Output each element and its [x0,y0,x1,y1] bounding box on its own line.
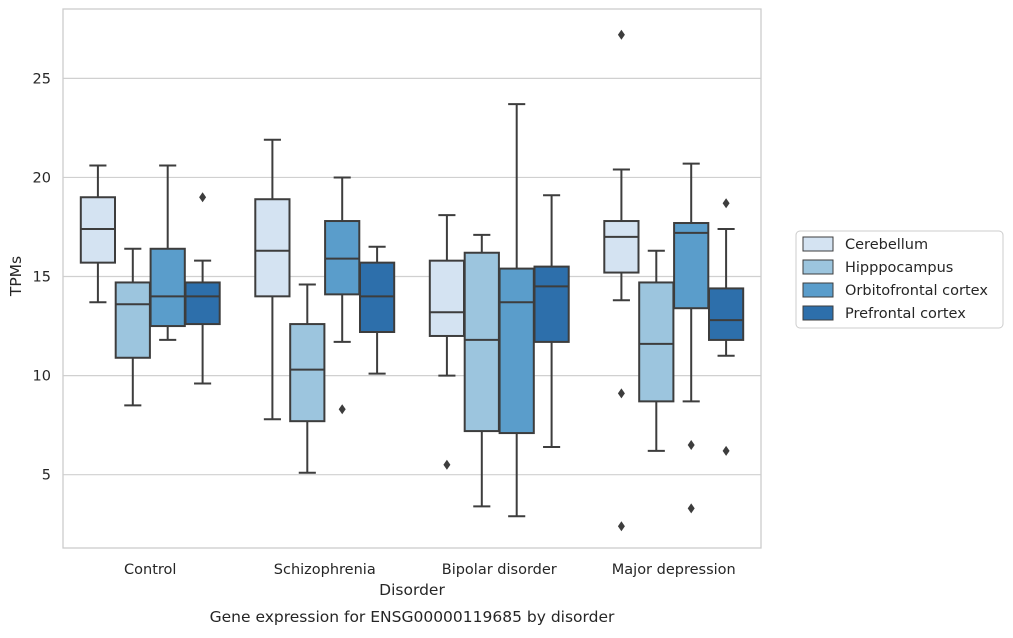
plot-frame [62,8,762,549]
box-iqr [428,259,466,337]
box-group [673,162,710,514]
outlier-point [617,521,625,532]
legend-label: Cerebellum [845,237,928,253]
legend-swatch [802,282,834,298]
legend-swatch [802,305,834,321]
legend-label: Orbitofrontal cortex [845,283,988,299]
box-group [324,176,361,415]
box-group [358,245,396,375]
box-group [603,29,640,532]
x-axis-label: Disorder [379,581,445,599]
outlier-point [722,445,730,456]
box-series [79,29,745,532]
legend-label: Hipppocampus [845,260,953,276]
y-axis-label: TPMs [7,256,25,297]
outlier-point [617,29,625,40]
y-tick-label: 10 [33,369,51,385]
box-group [498,103,535,518]
x-tick-label: Schizophrenia [274,562,376,578]
x-tick-label: Control [124,562,176,578]
box-iqr [707,287,745,341]
legend-swatch [802,236,834,252]
outlier-point [338,404,346,415]
legend-frame [795,230,1004,329]
outlier-point [722,198,730,209]
box-group [707,198,745,456]
box-group [114,247,151,407]
box-iqr [533,265,570,343]
box-group [254,138,291,421]
box-group [533,194,570,448]
box-group [638,249,675,452]
outlier-point [443,459,451,470]
legend: Cerebellum Hipppocampus Orbitofrontal cort… [795,230,1004,329]
x-tick-label: Bipolar disorder [442,562,557,578]
box-iqr [498,267,535,435]
y-ticks: 5 10 15 20 25 [33,71,51,483]
outlier-point [687,439,695,450]
chart-caption: Gene expression for ENSG00000119685 by d… [210,608,615,626]
box-iqr [463,251,500,433]
y-tick-label: 20 [33,170,51,186]
box-group [149,164,186,341]
x-ticks: Control Schizophrenia Bipolar disorder Majo… [124,562,736,578]
box-iqr [289,323,326,423]
outlier-point [687,503,695,514]
box-iqr [673,222,710,310]
outlier-point [199,192,207,203]
outlier-point [617,388,625,399]
box-group [428,214,466,470]
box-iqr [184,281,221,326]
y-tick-label: 5 [42,468,51,484]
box-group [289,283,326,474]
box-iqr [603,220,640,274]
box-group [184,192,221,385]
box-iqr [254,198,291,298]
box-group [79,164,117,304]
legend-swatch [802,259,834,275]
box-iqr [638,281,675,403]
x-tick-label: Major depression [612,562,736,578]
box-group [463,233,500,508]
box-iqr [149,247,186,328]
y-tick-label: 25 [33,71,51,87]
legend-label: Prefrontal cortex [845,306,966,322]
box-iqr [114,281,151,359]
y-tick-label: 15 [33,270,51,286]
